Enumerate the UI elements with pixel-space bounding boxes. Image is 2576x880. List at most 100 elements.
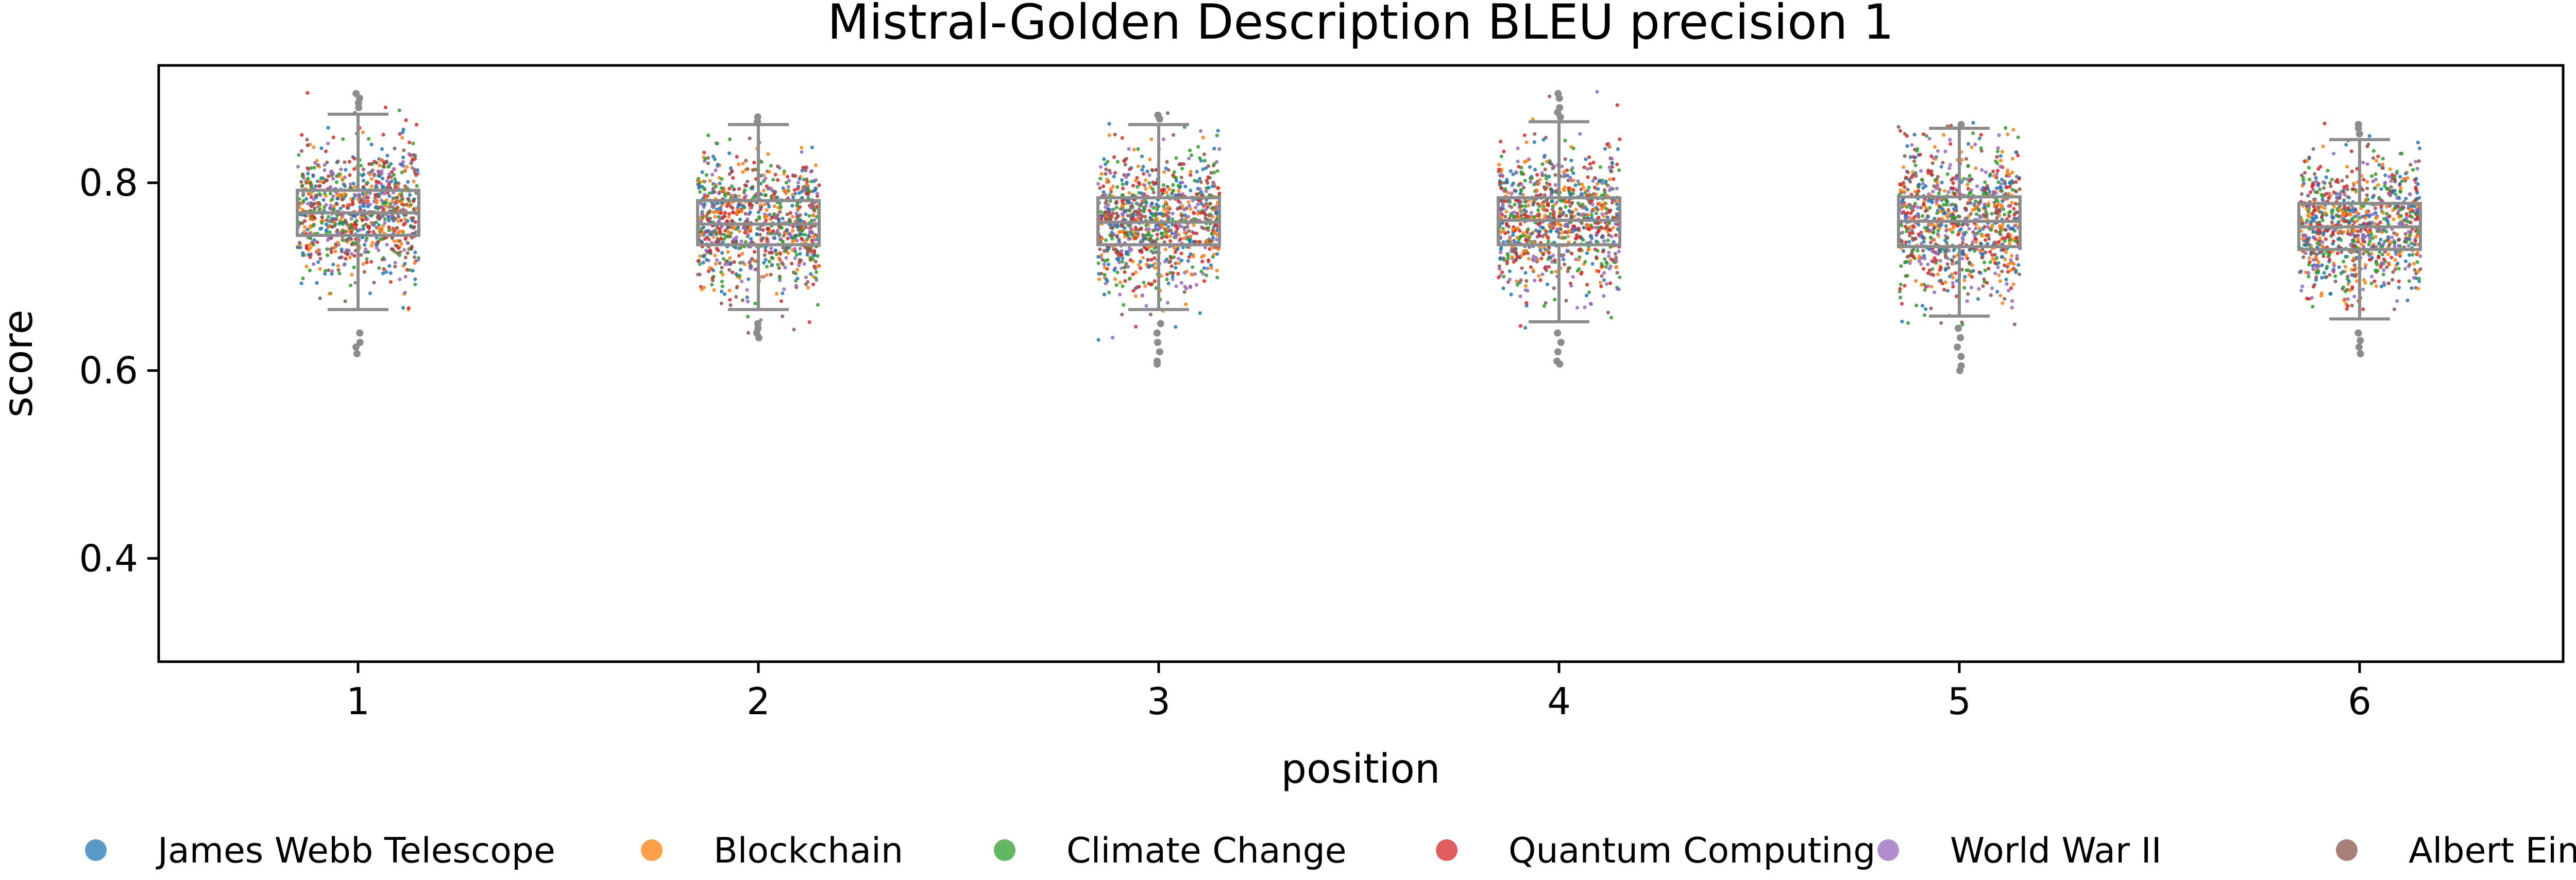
strip-point (382, 192, 387, 196)
strip-point (1919, 262, 1923, 266)
strip-point (403, 217, 407, 221)
strip-point (1131, 216, 1135, 220)
strip-point (1974, 240, 1978, 244)
strip-point (401, 208, 405, 212)
strip-point (1196, 212, 1200, 216)
strip-point (1966, 164, 1970, 168)
strip-point (407, 204, 411, 208)
strip-point (809, 169, 813, 174)
strip-point (2307, 297, 2311, 301)
strip-point (1974, 166, 1978, 170)
strip-point (1099, 172, 1104, 176)
strip-point (1199, 180, 1203, 184)
strip-point (385, 243, 389, 247)
strip-point (1951, 226, 1955, 230)
strip-point (1922, 267, 1926, 271)
strip-point (2415, 260, 2419, 264)
strip-point (728, 303, 733, 307)
strip-point (788, 211, 792, 215)
strip-point (2361, 287, 2365, 291)
strip-point (792, 238, 796, 243)
strip-point (312, 145, 316, 149)
strip-point (1617, 250, 1621, 254)
strip-point (1538, 278, 1543, 282)
strip-point (782, 188, 786, 193)
strip-point (769, 246, 773, 250)
strip-point (1919, 169, 1923, 173)
strip-point (357, 195, 361, 199)
strip-point (335, 193, 339, 197)
strip-point (761, 188, 766, 193)
strip-point (1161, 187, 1165, 192)
strip-point (1202, 152, 1207, 157)
strip-point (1149, 283, 1153, 287)
strip-point (340, 247, 344, 251)
strip-point (698, 254, 702, 258)
strip-point (1542, 304, 1546, 308)
strip-point (728, 298, 732, 302)
strip-point (1902, 203, 1906, 207)
strip-point (1500, 198, 1504, 202)
strip-point (766, 239, 770, 244)
strip-point (377, 195, 381, 199)
strip-point (715, 247, 719, 251)
strip-point (345, 238, 349, 242)
strip-point (1921, 214, 1925, 218)
strip-point (810, 145, 814, 149)
strip-point (301, 191, 306, 195)
strip-point (1951, 275, 1955, 280)
outlier-point (1957, 353, 1965, 360)
strip-point (1898, 296, 1903, 300)
strip-point (1147, 227, 1151, 231)
strip-point (741, 204, 745, 208)
strip-point (371, 222, 375, 226)
strip-point (343, 299, 347, 303)
strip-point (712, 288, 716, 292)
strip-point (2391, 208, 2395, 212)
strip-point (1182, 227, 1187, 232)
strip-point (2000, 204, 2004, 209)
strip-point (1215, 211, 1219, 215)
strip-point (1143, 183, 1147, 187)
strip-point (714, 262, 718, 266)
strip-point (1192, 231, 1196, 235)
strip-point (771, 229, 775, 233)
strip-point (1940, 281, 1944, 286)
strip-point (713, 253, 717, 257)
strip-point (2303, 234, 2308, 238)
strip-point (761, 274, 766, 279)
strip-point (393, 185, 397, 189)
strip-point (2404, 212, 2409, 216)
strip-point (776, 263, 780, 267)
strip-point (1595, 256, 1599, 260)
strip-point (1577, 227, 1581, 231)
strip-point (1942, 212, 1946, 216)
strip-point (1584, 157, 1588, 161)
strip-point (718, 181, 722, 185)
strip-point (2342, 260, 2346, 264)
strip-point (1498, 256, 1502, 260)
strip-point (1202, 253, 1206, 257)
strip-point (1614, 258, 1618, 263)
strip-point (1149, 137, 1154, 141)
strip-point (1530, 176, 1534, 180)
strip-point (1101, 214, 1105, 218)
strip-point (361, 227, 366, 231)
strip-point (1977, 226, 1981, 230)
strip-point (731, 194, 735, 198)
strip-point (787, 179, 791, 183)
strip-point (711, 235, 716, 239)
strip-point (1545, 181, 1549, 185)
strip-point (1995, 172, 1999, 176)
strip-point (1212, 170, 1216, 175)
strip-point (1932, 184, 1936, 188)
strip-point (1185, 225, 1190, 229)
strip-point (816, 303, 820, 307)
strip-point (791, 174, 795, 178)
strip-point (353, 185, 357, 189)
strip-point (1992, 200, 1996, 204)
strip-point (1136, 202, 1140, 206)
strip-point (1120, 260, 1124, 264)
strip-point (786, 185, 790, 189)
strip-point (1544, 174, 1548, 178)
